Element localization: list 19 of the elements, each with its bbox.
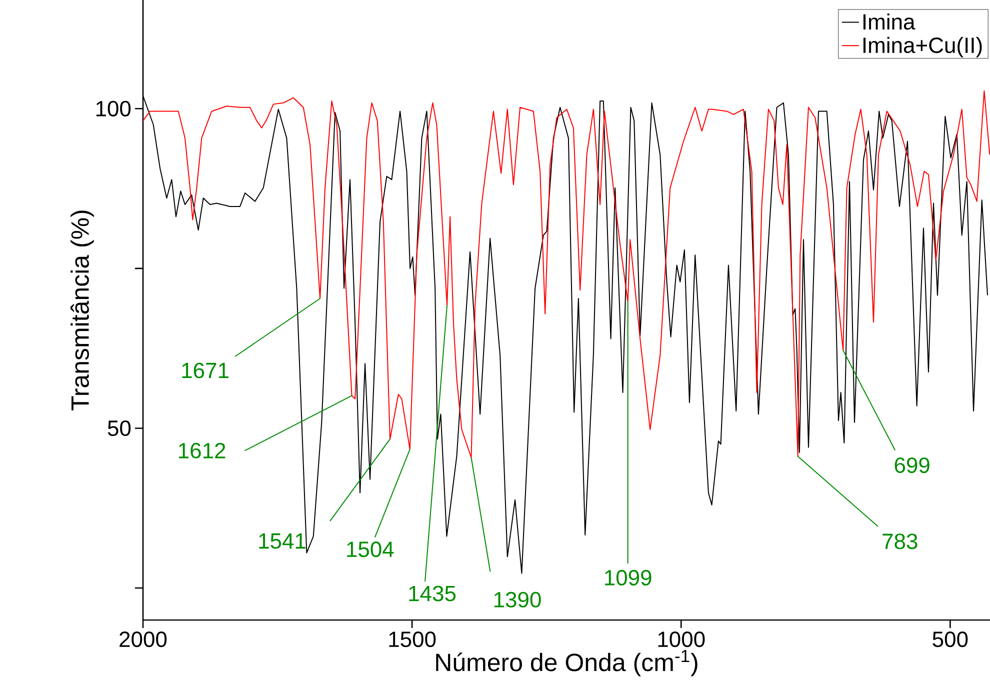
y-tick-label: 50 [108,420,131,436]
annotation: 1504 [347,542,394,558]
x-tick-label: 500 [932,632,968,648]
legend-label: Imina [863,13,916,30]
annotation: 699 [894,457,930,474]
y-axis-title: Transmitância (%) [70,210,94,410]
annotation: 1671 [182,362,228,378]
y-tick-label: 100 [96,100,131,116]
x-tick-label: 1500 [389,632,436,648]
annotation: 1612 [178,442,226,458]
annotation: 1099 [605,570,652,586]
annotation: 1390 [494,592,541,608]
annotation: 783 [882,534,918,550]
x-axis-title: Número de Onda (cm$^{-1}$) [436,650,698,676]
annotation: 1435 [409,586,456,602]
legend-label: Imina+Cu(II) [863,36,982,58]
x-tick-label: 1000 [658,632,705,648]
annotation: 1541 [259,533,306,549]
x-tick-label: 2000 [120,632,167,648]
